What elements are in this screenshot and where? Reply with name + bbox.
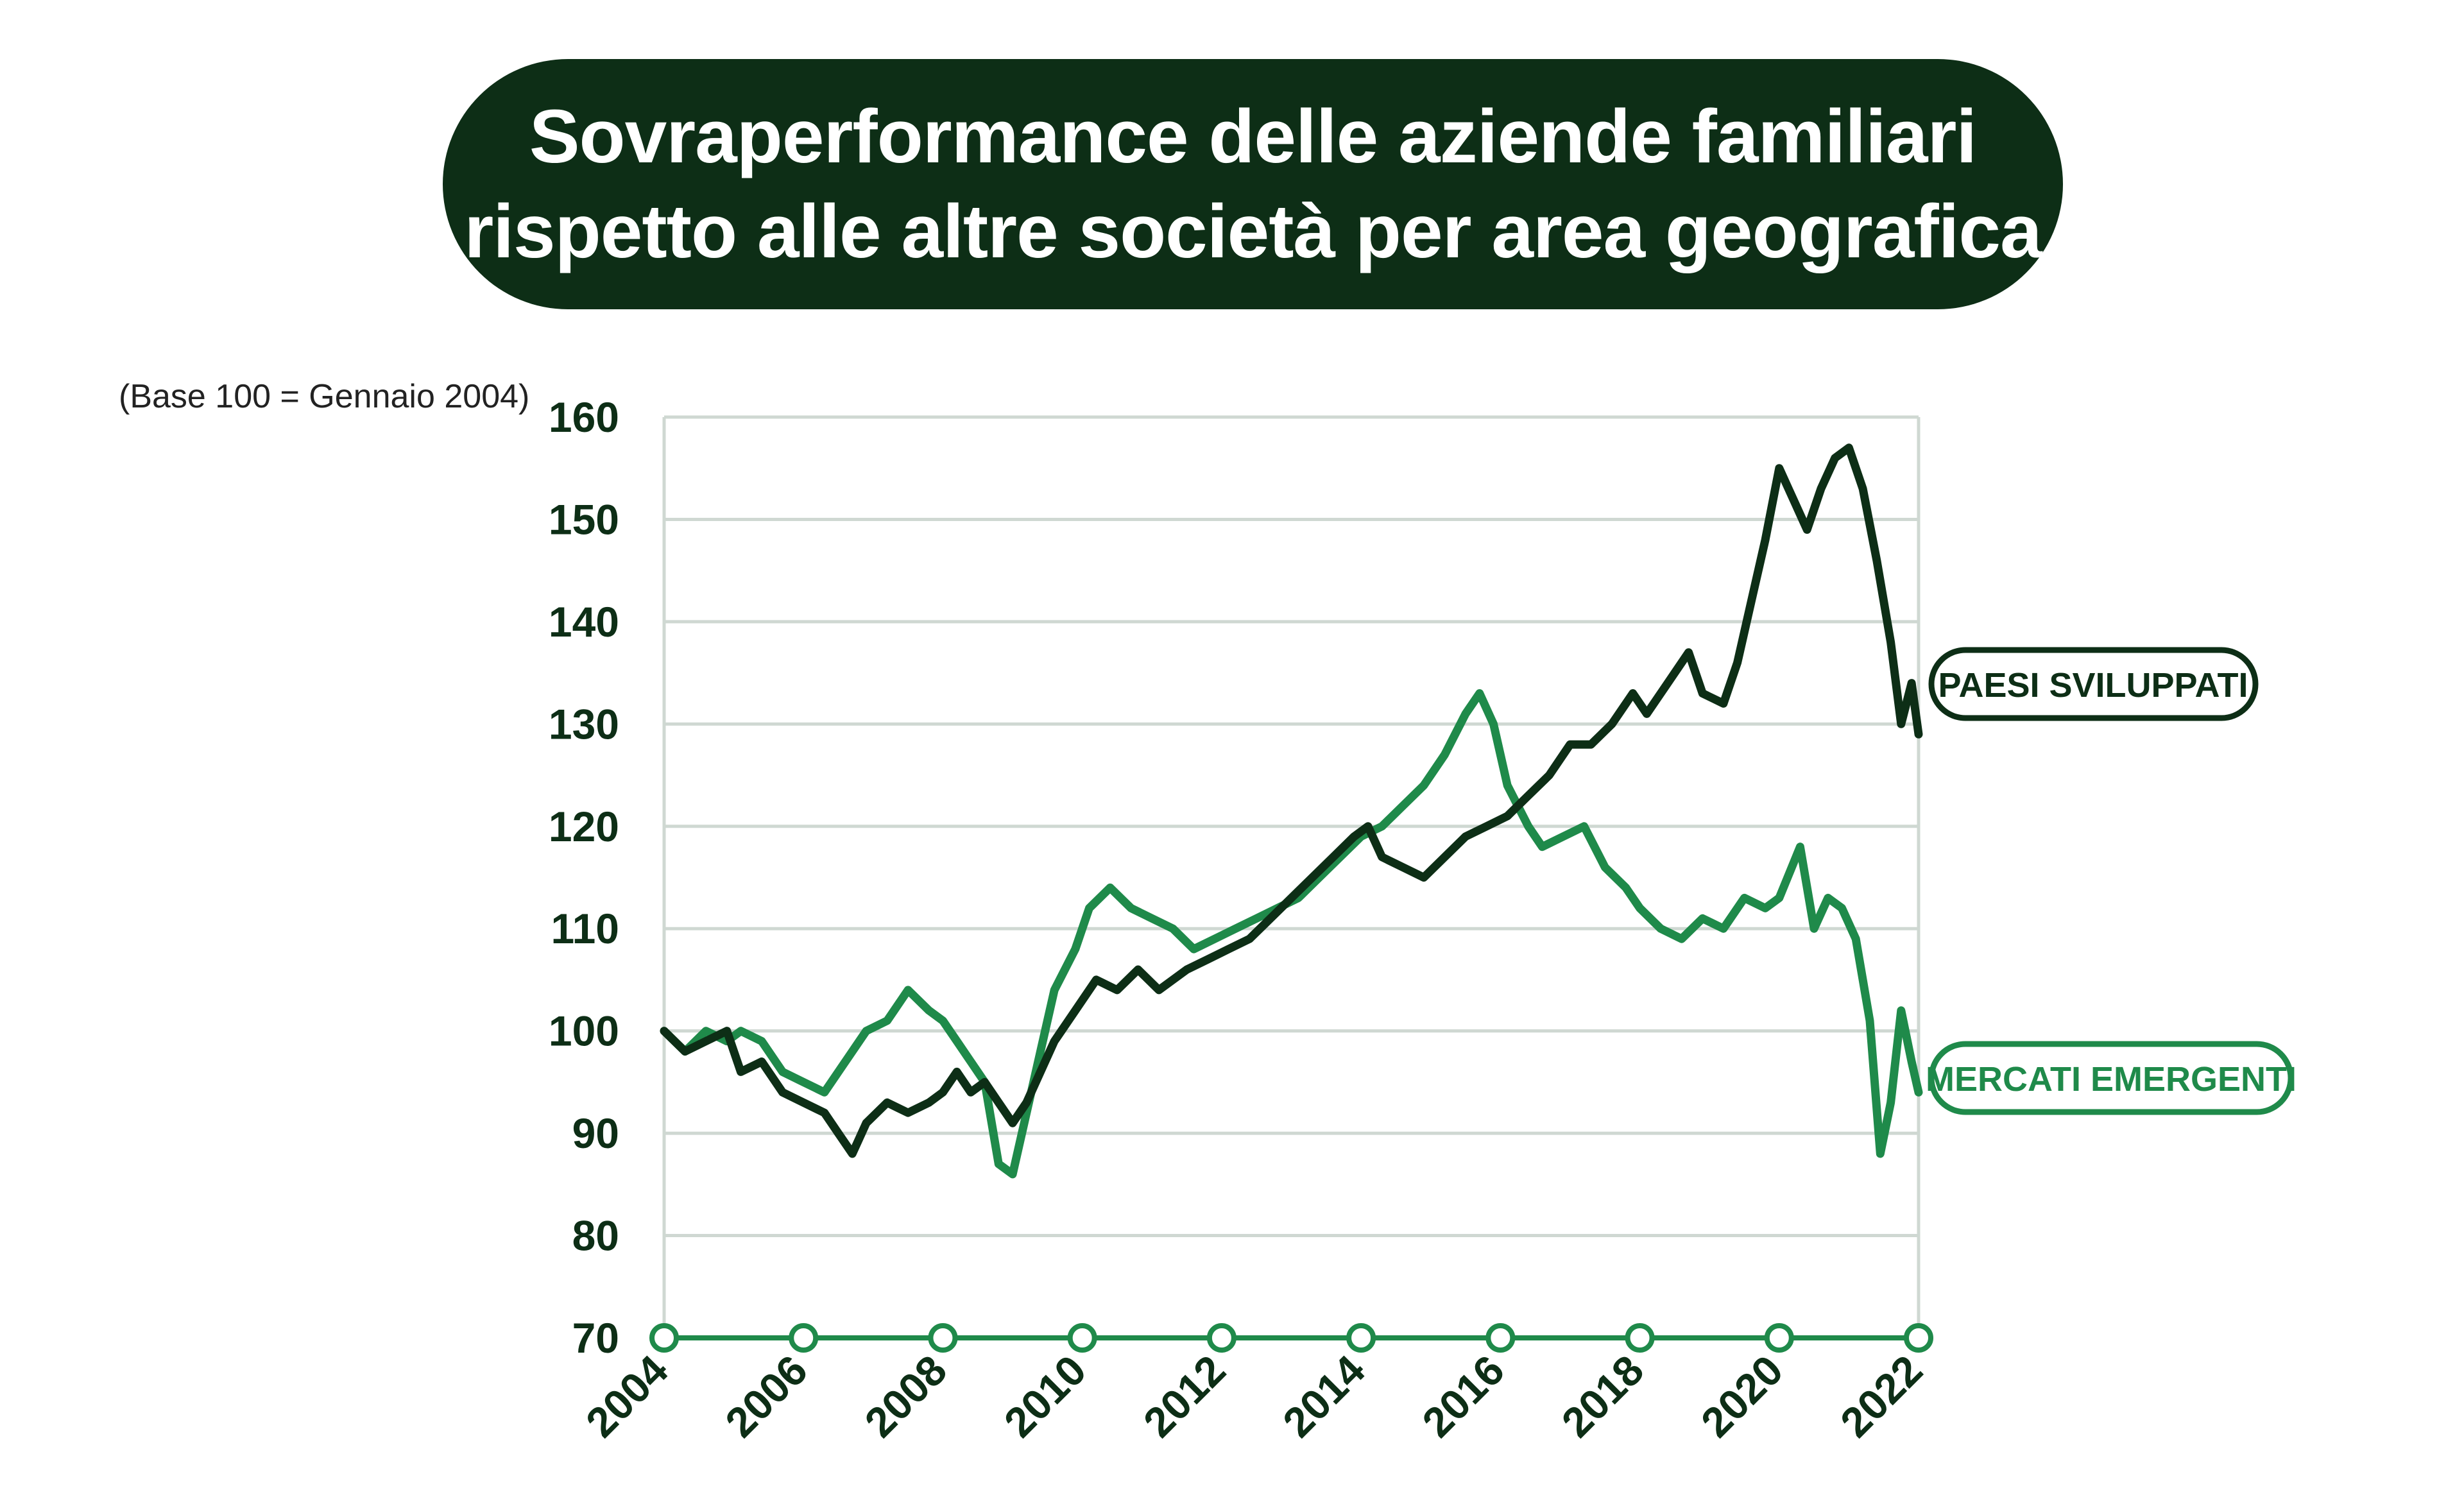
y-tick-label-110: 110: [551, 905, 619, 952]
y-tick-label-80: 80: [572, 1212, 619, 1260]
x-tick-label-2020: 2020: [1692, 1346, 1792, 1446]
y-tick-label-160: 160: [549, 393, 619, 441]
x-tick-label-2018: 2018: [1552, 1346, 1652, 1446]
x-tick-label-2012: 2012: [1134, 1346, 1235, 1446]
x-axis-markers: [649, 1323, 1933, 1353]
series-line-emerging: [660, 689, 1923, 1179]
x-axis-marker-2018: [1625, 1323, 1655, 1353]
x-axis-marker-2014: [1346, 1323, 1376, 1353]
y-tick-label-140: 140: [549, 598, 619, 646]
x-tick-label-2014: 2014: [1274, 1346, 1374, 1446]
x-axis-marker-2022: [1904, 1323, 1933, 1353]
legend-label-emerging: MERCATI EMERGENTI: [1926, 1060, 2297, 1099]
x-axis-marker-2020: [1764, 1323, 1794, 1353]
x-tick-label-2008: 2008: [855, 1346, 955, 1446]
y-tick-label-100: 100: [549, 1007, 619, 1055]
y-tick-label-120: 120: [549, 803, 619, 850]
x-tick-label-2010: 2010: [995, 1346, 1095, 1446]
series-line-developed: [660, 443, 1923, 1158]
y-tick-label-130: 130: [549, 700, 619, 748]
x-axis-marker-2012: [1206, 1323, 1236, 1353]
base-note: (Base 100 = Gennaio 2004): [119, 378, 529, 415]
chart-title-line-2: rispetto alle altre società per area geo…: [464, 189, 2042, 274]
legend-box-emerging: [1928, 1041, 2294, 1115]
legend-label-developed: PAESI SVILUPPATI: [1938, 666, 2248, 705]
x-tick-label-2022: 2022: [1831, 1346, 1931, 1446]
x-tick-label-2006: 2006: [716, 1346, 816, 1446]
x-axis-marker-2004: [649, 1323, 679, 1353]
axes: [662, 417, 1921, 1338]
x-axis-marker-2010: [1067, 1323, 1097, 1353]
x-tick-label-2016: 2016: [1413, 1346, 1513, 1446]
x-axis-marker-2008: [928, 1323, 958, 1353]
y-tick-label-70: 70: [572, 1314, 619, 1362]
title-banner: Sovraperformance delle aziende familiari…: [443, 59, 2063, 309]
x-axis-marker-2006: [789, 1323, 819, 1353]
y-tick-labels: 70 80 90 100 110 120 130 140 150 160: [549, 393, 619, 1362]
x-tick-labels: 2004 2006 2008 2010 2012 2014 2016 2018 2020 2022: [577, 1346, 1931, 1446]
legend: PAESI SVILUPPATI MERCATI EMERGENTI: [1926, 647, 2297, 1115]
y-tick-label-150: 150: [549, 495, 619, 543]
gridlines: [664, 415, 1919, 1238]
series-lines: [660, 443, 1923, 1179]
x-axis-marker-2016: [1485, 1323, 1516, 1353]
chart-title-line-1: Sovraperformance delle aziende familiari: [529, 94, 1977, 179]
legend-box-developed: [1928, 647, 2259, 721]
y-tick-label-90: 90: [572, 1109, 619, 1157]
